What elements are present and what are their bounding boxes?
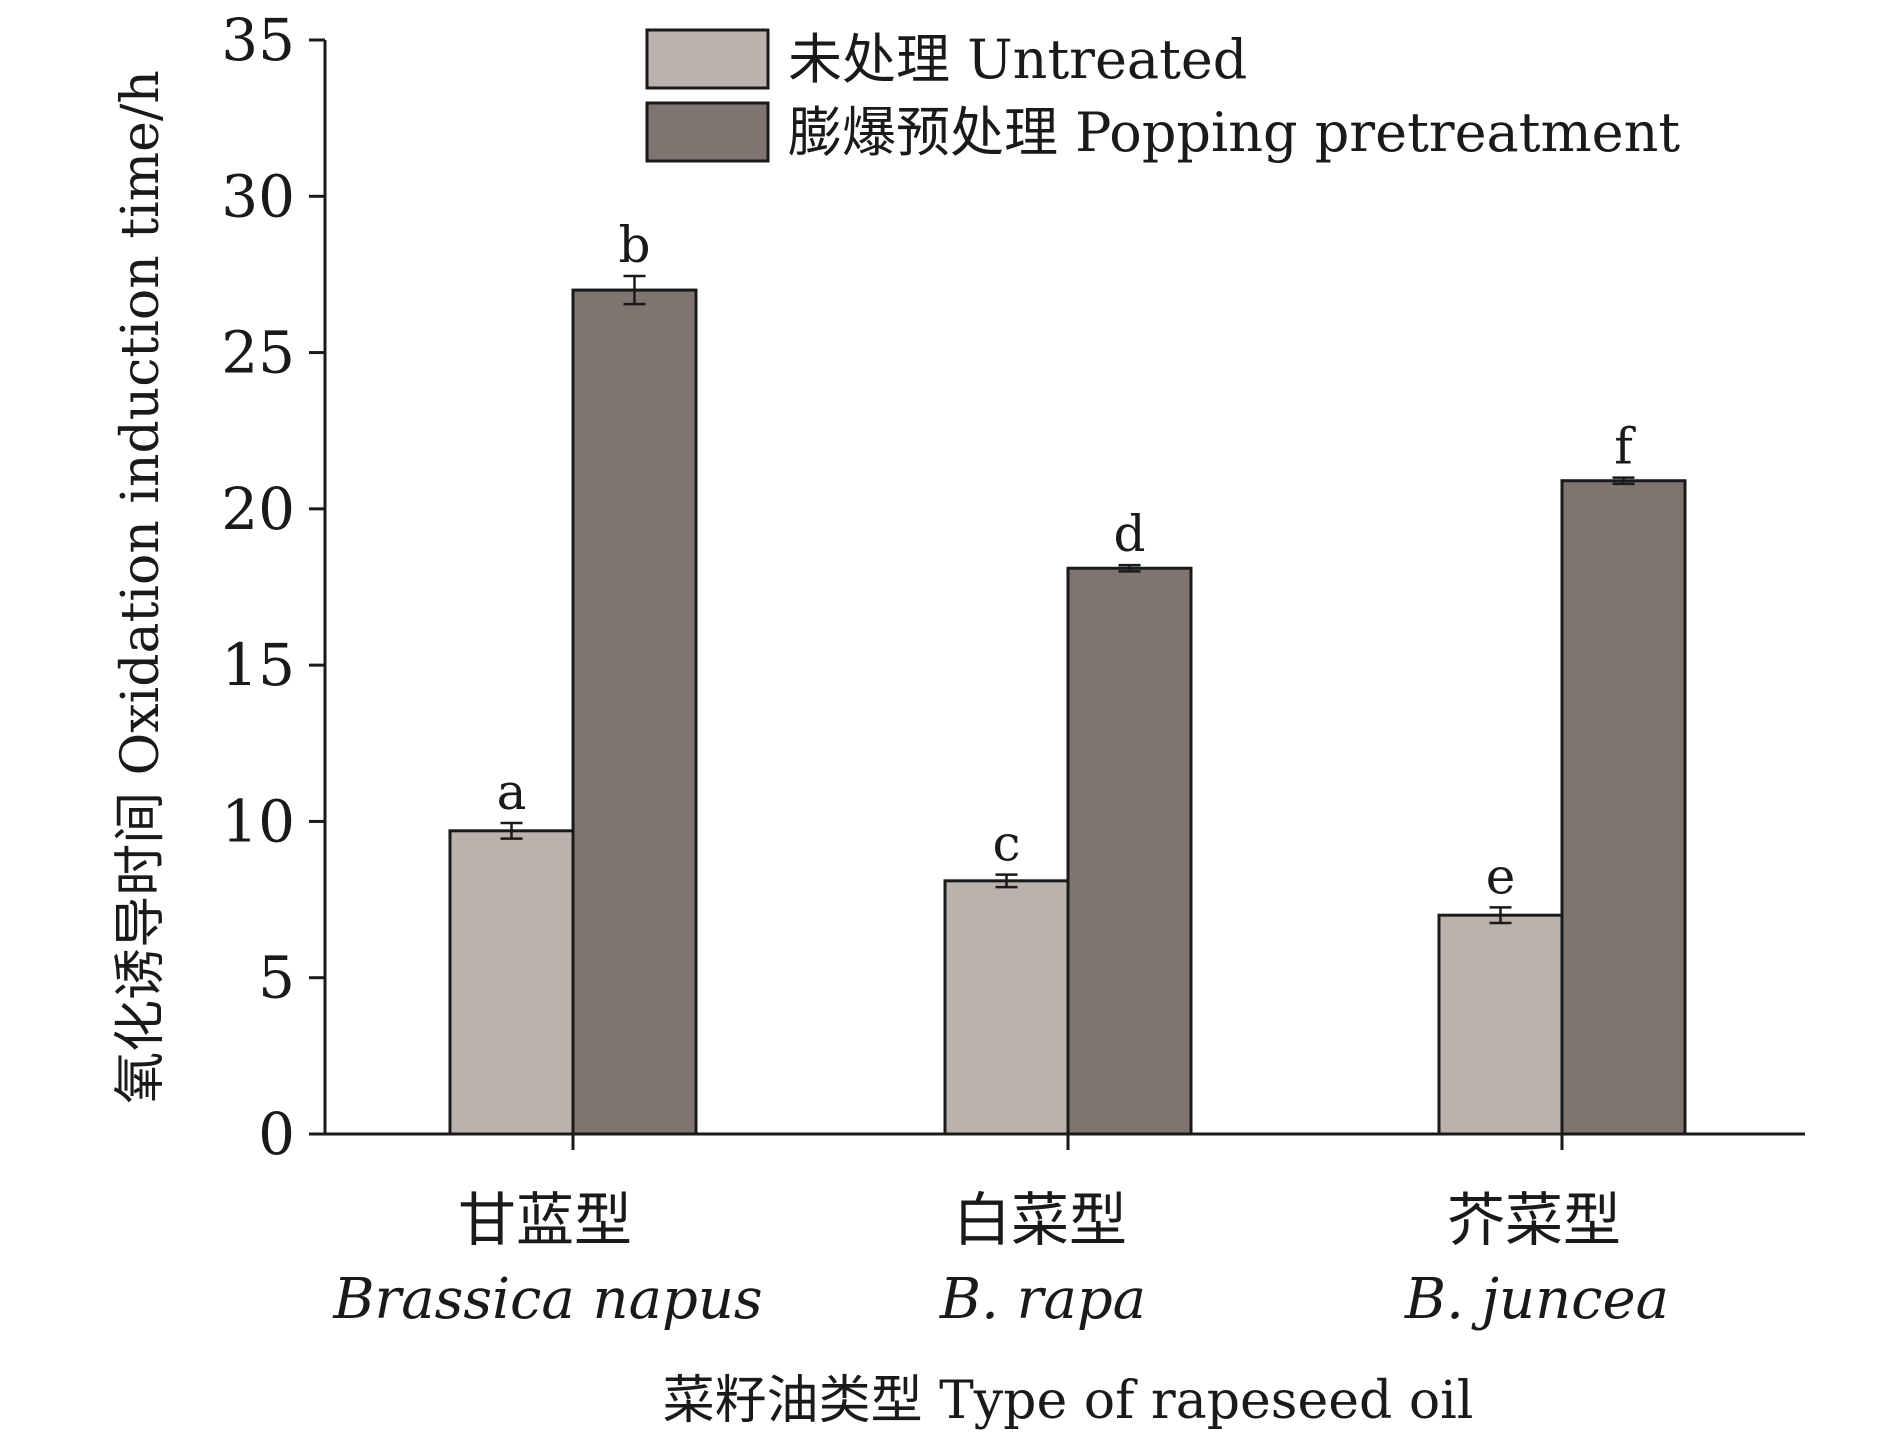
- y-axis-title: 氧化诱导时间 Oxidation induction time/h: [111, 70, 171, 1104]
- x-category-label: 白菜型: [953, 1186, 1127, 1254]
- x-category-sublabel: Brassica napus: [332, 1267, 762, 1332]
- bars: a b c d e f: [448, 216, 1687, 1136]
- significance-label: c: [992, 815, 1020, 873]
- bar: [1066, 566, 1193, 1136]
- y-tick-label: 30: [221, 162, 295, 230]
- legend-label: 未处理 Untreated: [788, 28, 1247, 91]
- legend: 未处理 Untreated 膨爆预处理 Popping pretreatment: [645, 28, 1680, 164]
- y-tick-label: 0: [258, 1100, 295, 1168]
- bar: [943, 879, 1070, 1136]
- bar: [1560, 479, 1687, 1136]
- x-category-label: 甘蓝型: [458, 1186, 632, 1254]
- x-category-sublabel: B. rapa: [939, 1267, 1146, 1332]
- legend-label: 膨爆预处理 Popping pretreatment: [788, 101, 1680, 164]
- y-tick-label: 35: [221, 6, 295, 74]
- legend-swatch: [645, 28, 770, 90]
- legend-swatch: [645, 101, 770, 163]
- significance-label: f: [1614, 418, 1636, 476]
- y-tick-label: 10: [221, 787, 295, 855]
- axes: 0 5 10 15 20 25 30 35 甘蓝型 Brassica napus 白菜型 B. rap…: [221, 6, 1805, 1332]
- significance-label: b: [618, 216, 650, 274]
- y-tick-label: 20: [221, 475, 295, 543]
- significance-label: d: [1113, 505, 1145, 563]
- y-tick-label: 15: [221, 631, 295, 699]
- x-axis-title: 菜籽油类型 Type of rapeseed oil: [663, 1371, 1474, 1431]
- y-tick-label: 5: [258, 944, 295, 1012]
- x-category-sublabel: B. juncea: [1404, 1267, 1669, 1332]
- bar: [1437, 913, 1564, 1136]
- significance-label: e: [1486, 847, 1516, 905]
- x-category-label: 芥菜型: [1447, 1186, 1621, 1254]
- bar: [571, 288, 698, 1136]
- bar: [448, 829, 575, 1136]
- y-tick-label: 25: [221, 319, 295, 387]
- significance-label: a: [497, 763, 527, 821]
